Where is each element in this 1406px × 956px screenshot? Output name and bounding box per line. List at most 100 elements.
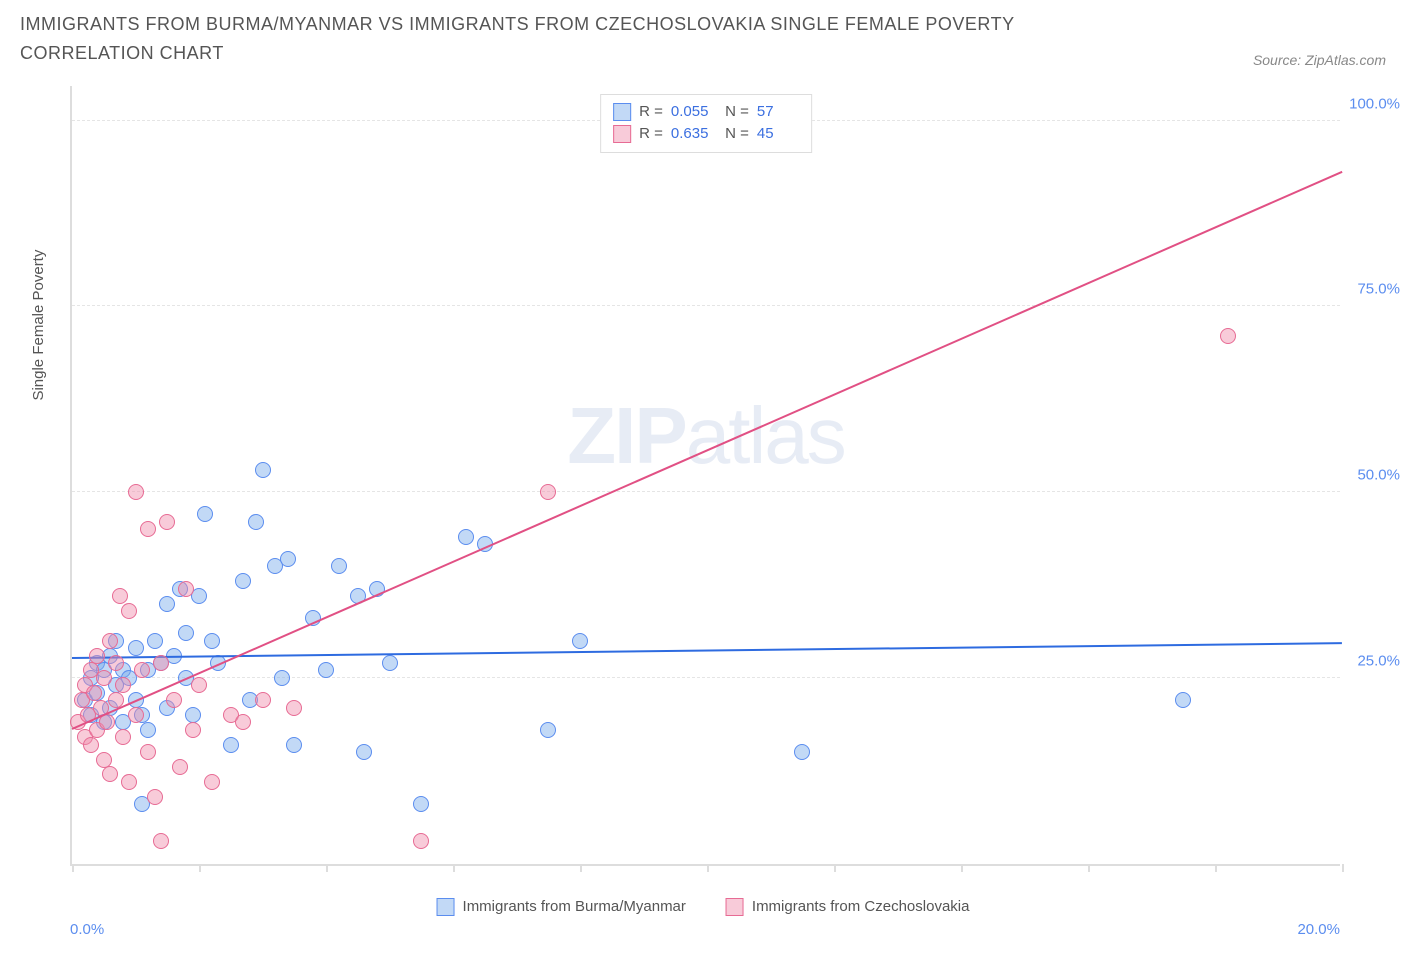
data-point [248, 514, 264, 530]
y-axis-title: Single Female Poverty [30, 249, 47, 400]
data-point [108, 655, 124, 671]
x-tick [580, 864, 582, 872]
data-point [185, 707, 201, 723]
stat-r-value: 0.635 [671, 123, 713, 146]
chart-header: IMMIGRANTS FROM BURMA/MYANMAR VS IMMIGRA… [10, 10, 1396, 68]
chart-title: IMMIGRANTS FROM BURMA/MYANMAR VS IMMIGRA… [20, 10, 1070, 68]
data-point [128, 707, 144, 723]
data-point [458, 529, 474, 545]
data-point [172, 759, 188, 775]
data-point [255, 462, 271, 478]
data-point [185, 722, 201, 738]
legend-stat-row: R =0.635 N =45 [613, 123, 799, 146]
x-tick [834, 864, 836, 872]
x-tick [453, 864, 455, 872]
x-tick [1342, 864, 1344, 872]
data-point [382, 655, 398, 671]
stat-label: N = [721, 123, 749, 146]
data-point [83, 737, 99, 753]
gridline [72, 305, 1340, 306]
data-point [286, 700, 302, 716]
data-point [197, 506, 213, 522]
data-point [286, 737, 302, 753]
data-point [413, 833, 429, 849]
data-point [159, 514, 175, 530]
legend-swatch [613, 103, 631, 121]
legend-stat-row: R = 0.055 N = 57 [613, 101, 799, 124]
x-axis-min-label: 0.0% [70, 921, 104, 938]
data-point [147, 789, 163, 805]
data-point [1175, 692, 1191, 708]
data-point [159, 596, 175, 612]
data-point [134, 662, 150, 678]
stat-label: R = [639, 123, 663, 146]
data-point [223, 737, 239, 753]
data-point [166, 692, 182, 708]
legend-item: Immigrants from Czechoslovakia [726, 898, 970, 916]
data-point [255, 692, 271, 708]
stat-label: N = [721, 101, 749, 124]
x-tick [1215, 864, 1217, 872]
x-tick [199, 864, 201, 872]
data-point [153, 655, 169, 671]
data-point [413, 796, 429, 812]
data-point [140, 521, 156, 537]
data-point [102, 633, 118, 649]
data-point [102, 766, 118, 782]
data-point [121, 774, 137, 790]
legend-series: Immigrants from Burma/Myanmar Immigrants … [437, 898, 970, 916]
data-point [204, 633, 220, 649]
chart-container: Single Female Poverty ZIPatlas R = 0.055 … [10, 76, 1396, 946]
data-point [356, 744, 372, 760]
chart-source: Source: ZipAtlas.com [1253, 52, 1386, 68]
gridline [72, 491, 1340, 492]
data-point [128, 640, 144, 656]
y-tick-label: 25.0% [1345, 652, 1400, 669]
x-tick [707, 864, 709, 872]
data-point [121, 603, 137, 619]
data-point [140, 722, 156, 738]
x-tick [1088, 864, 1090, 872]
x-tick [326, 864, 328, 872]
legend-swatch [437, 898, 455, 916]
data-point [191, 677, 207, 693]
stat-label: R = [639, 101, 663, 124]
legend-label: Immigrants from Czechoslovakia [752, 898, 970, 915]
data-point [235, 714, 251, 730]
x-tick [961, 864, 963, 872]
data-point [112, 588, 128, 604]
gridline [72, 677, 1340, 678]
stat-n-value: 57 [757, 101, 799, 124]
data-point [318, 662, 334, 678]
data-point [235, 573, 251, 589]
data-point [280, 551, 296, 567]
data-point [147, 633, 163, 649]
data-point [572, 633, 588, 649]
data-point [89, 648, 105, 664]
data-point [153, 833, 169, 849]
data-point [204, 774, 220, 790]
data-point [115, 677, 131, 693]
stat-r-value: 0.055 [671, 101, 713, 124]
y-tick-label: 50.0% [1345, 467, 1400, 484]
legend-label: Immigrants from Burma/Myanmar [463, 898, 686, 915]
y-tick-label: 100.0% [1345, 95, 1400, 112]
data-point [86, 685, 102, 701]
data-point [178, 581, 194, 597]
y-tick-label: 75.0% [1345, 281, 1400, 298]
watermark: ZIPatlas [567, 390, 844, 482]
legend-swatch [613, 125, 631, 143]
data-point [96, 752, 112, 768]
data-point [331, 558, 347, 574]
data-point [540, 722, 556, 738]
data-point [540, 484, 556, 500]
legend-stats: R =0.055 N =57R =0.635 N =45 [600, 94, 812, 153]
plot-area: ZIPatlas R =0.055 N =57R =0.635 N =45 25… [70, 86, 1340, 866]
data-point [140, 744, 156, 760]
data-point [1220, 328, 1236, 344]
data-point [274, 670, 290, 686]
data-point [178, 625, 194, 641]
data-point [128, 484, 144, 500]
data-point [96, 670, 112, 686]
legend-swatch [726, 898, 744, 916]
